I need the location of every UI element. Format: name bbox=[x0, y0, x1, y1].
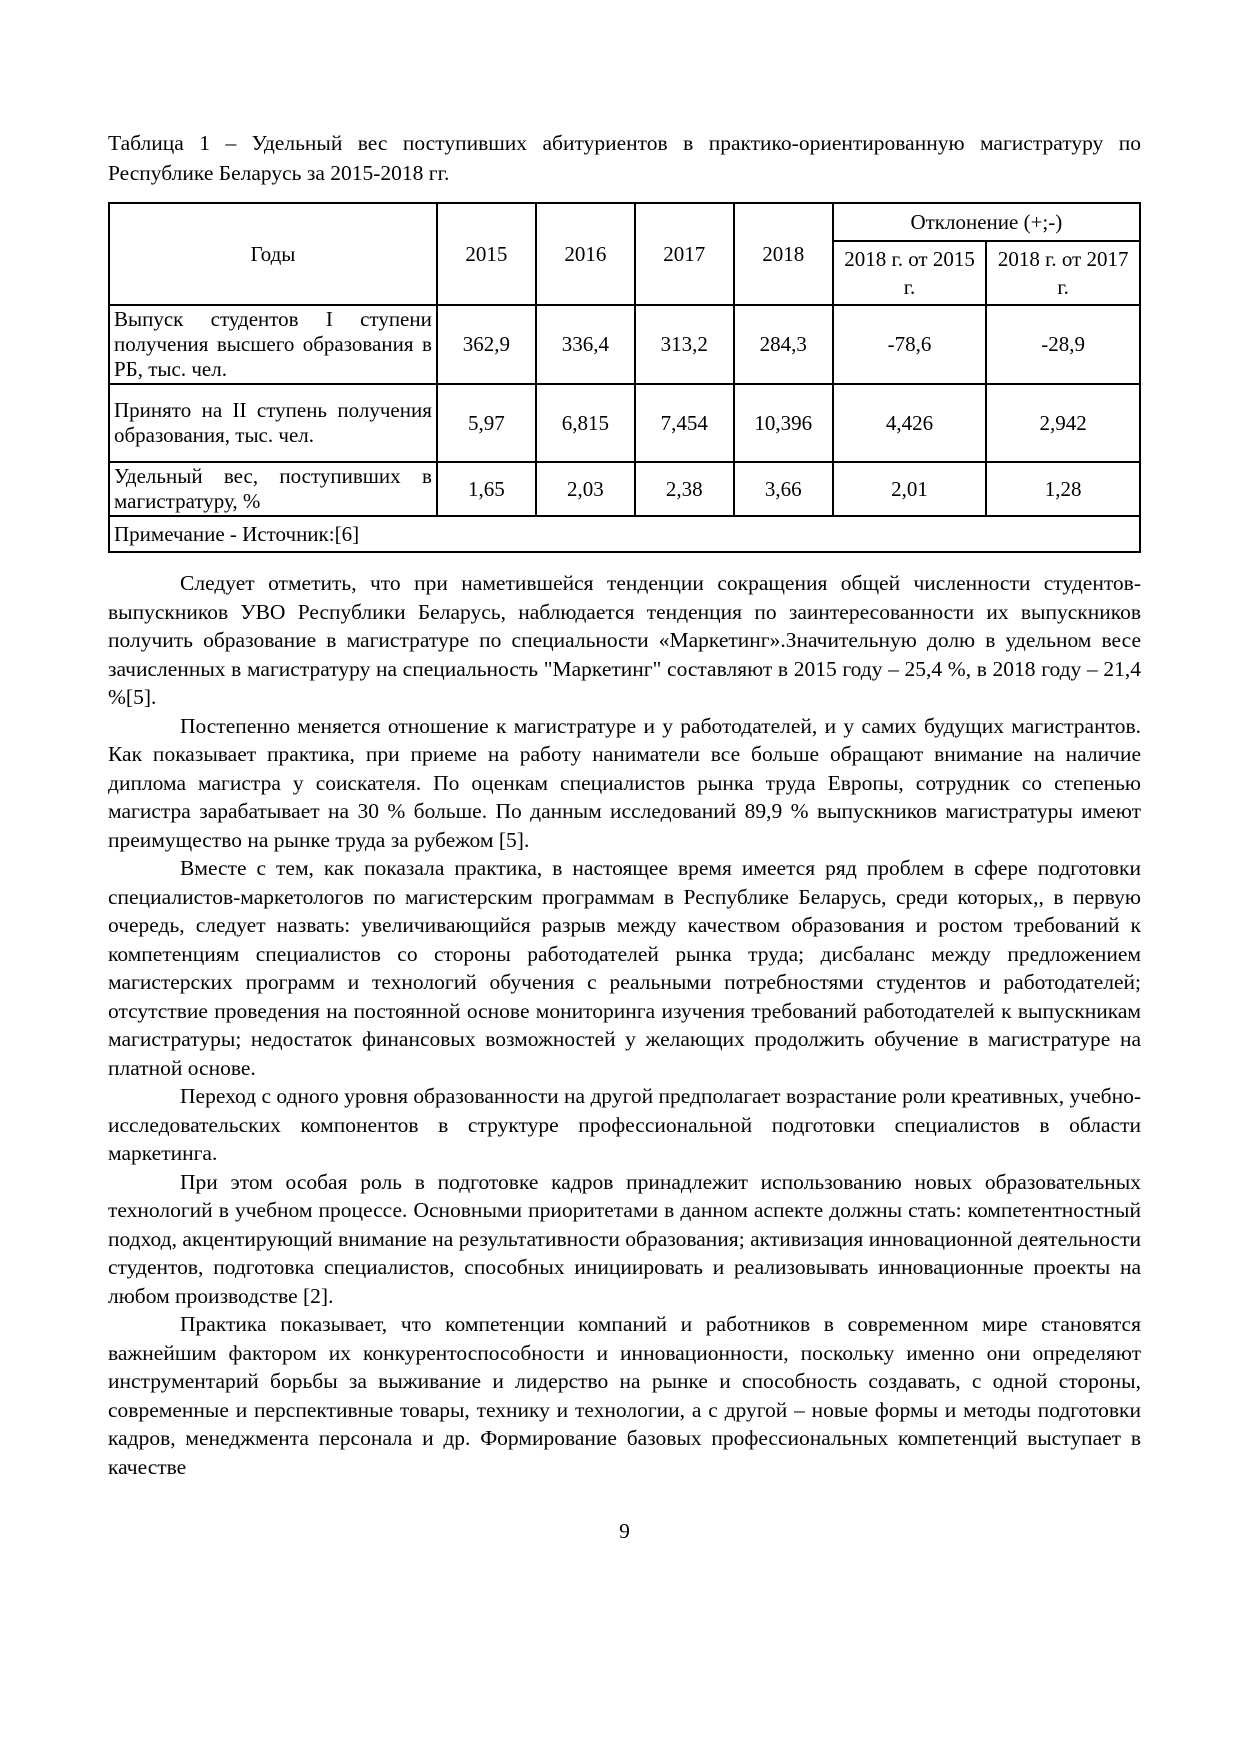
header-year-2015: 2015 bbox=[435, 202, 537, 306]
page-number: 9 bbox=[619, 1519, 630, 1543]
cell-value: 2,01 bbox=[831, 461, 988, 517]
header-year-2017: 2017 bbox=[633, 202, 735, 306]
header-years-label: Годы bbox=[108, 202, 438, 306]
header-year-2016: 2016 bbox=[534, 202, 636, 306]
cell-value: 2,03 bbox=[534, 461, 636, 517]
table-source-note: Примечание - Источник:[6] bbox=[108, 515, 1141, 553]
body-text: Следует отметить, что при наметившейся т… bbox=[108, 569, 1141, 1481]
header-deviation-2018-2017: 2018 г. от 2017 г. bbox=[985, 240, 1141, 306]
table-row: Выпуск студентов I ступени получения выс… bbox=[108, 304, 1141, 385]
cell-value: 3,66 bbox=[732, 461, 834, 517]
row-label: Удельный вес, поступивших в магистратуру… bbox=[108, 461, 438, 517]
cell-value: -28,9 bbox=[985, 304, 1141, 385]
cell-value: 313,2 bbox=[633, 304, 735, 385]
header-deviation-2018-2015: 2018 г. от 2015 г. bbox=[831, 240, 988, 306]
table-header-row-1: Годы 2015 2016 2017 2018 Отклонение (+;-… bbox=[108, 202, 1142, 306]
table-note-row: Примечание - Источник:[6] bbox=[108, 515, 1141, 553]
paragraph: Практика показывает, что компетенции ком… bbox=[108, 1312, 1141, 1479]
cell-value: 1,65 bbox=[435, 461, 537, 517]
paragraph: Постепенно меняется отношение к магистра… bbox=[108, 713, 1141, 852]
paragraph: Следует отметить, что при наметившейся т… bbox=[108, 571, 1141, 709]
cell-value: 2,942 bbox=[985, 383, 1141, 463]
cell-value: 7,454 bbox=[633, 383, 735, 463]
row-label: Принято на II ступень получения образова… bbox=[108, 383, 438, 463]
header-deviation: Отклонение (+;-) bbox=[831, 202, 1142, 242]
header-year-2018: 2018 bbox=[732, 202, 834, 306]
cell-value: 4,426 bbox=[831, 383, 988, 463]
cell-value: 1,28 bbox=[985, 461, 1141, 517]
paragraph: Вместе с тем, как показала практика, в н… bbox=[108, 856, 1141, 1080]
row-label: Выпуск студентов I ступени получения выс… bbox=[108, 304, 438, 385]
cell-value: 362,9 bbox=[435, 304, 537, 385]
cell-value: 2,38 bbox=[633, 461, 735, 517]
paragraph: При этом особая роль в подготовке кадров… bbox=[108, 1169, 1141, 1308]
cell-value: -78,6 bbox=[831, 304, 988, 385]
table-header-row-2: 2018 г. от 2015 г. 2018 г. от 2017 г. bbox=[109, 240, 1141, 306]
cell-value: 336,4 bbox=[534, 304, 636, 385]
paragraph: Переход с одного уровня образованности н… bbox=[108, 1084, 1141, 1165]
table-caption: Таблица 1 – Удельный вес поступивших аби… bbox=[108, 131, 1141, 185]
admissions-table: Годы 2015 2016 2017 2018 Отклонение (+;-… bbox=[108, 202, 1142, 553]
cell-value: 10,396 bbox=[732, 383, 834, 463]
table-row: Удельный вес, поступивших в магистратуру… bbox=[108, 461, 1141, 517]
cell-value: 284,3 bbox=[732, 304, 834, 385]
table-row: Принято на II ступень получения образова… bbox=[108, 383, 1141, 463]
cell-value: 5,97 bbox=[435, 383, 537, 463]
cell-value: 6,815 bbox=[534, 383, 636, 463]
